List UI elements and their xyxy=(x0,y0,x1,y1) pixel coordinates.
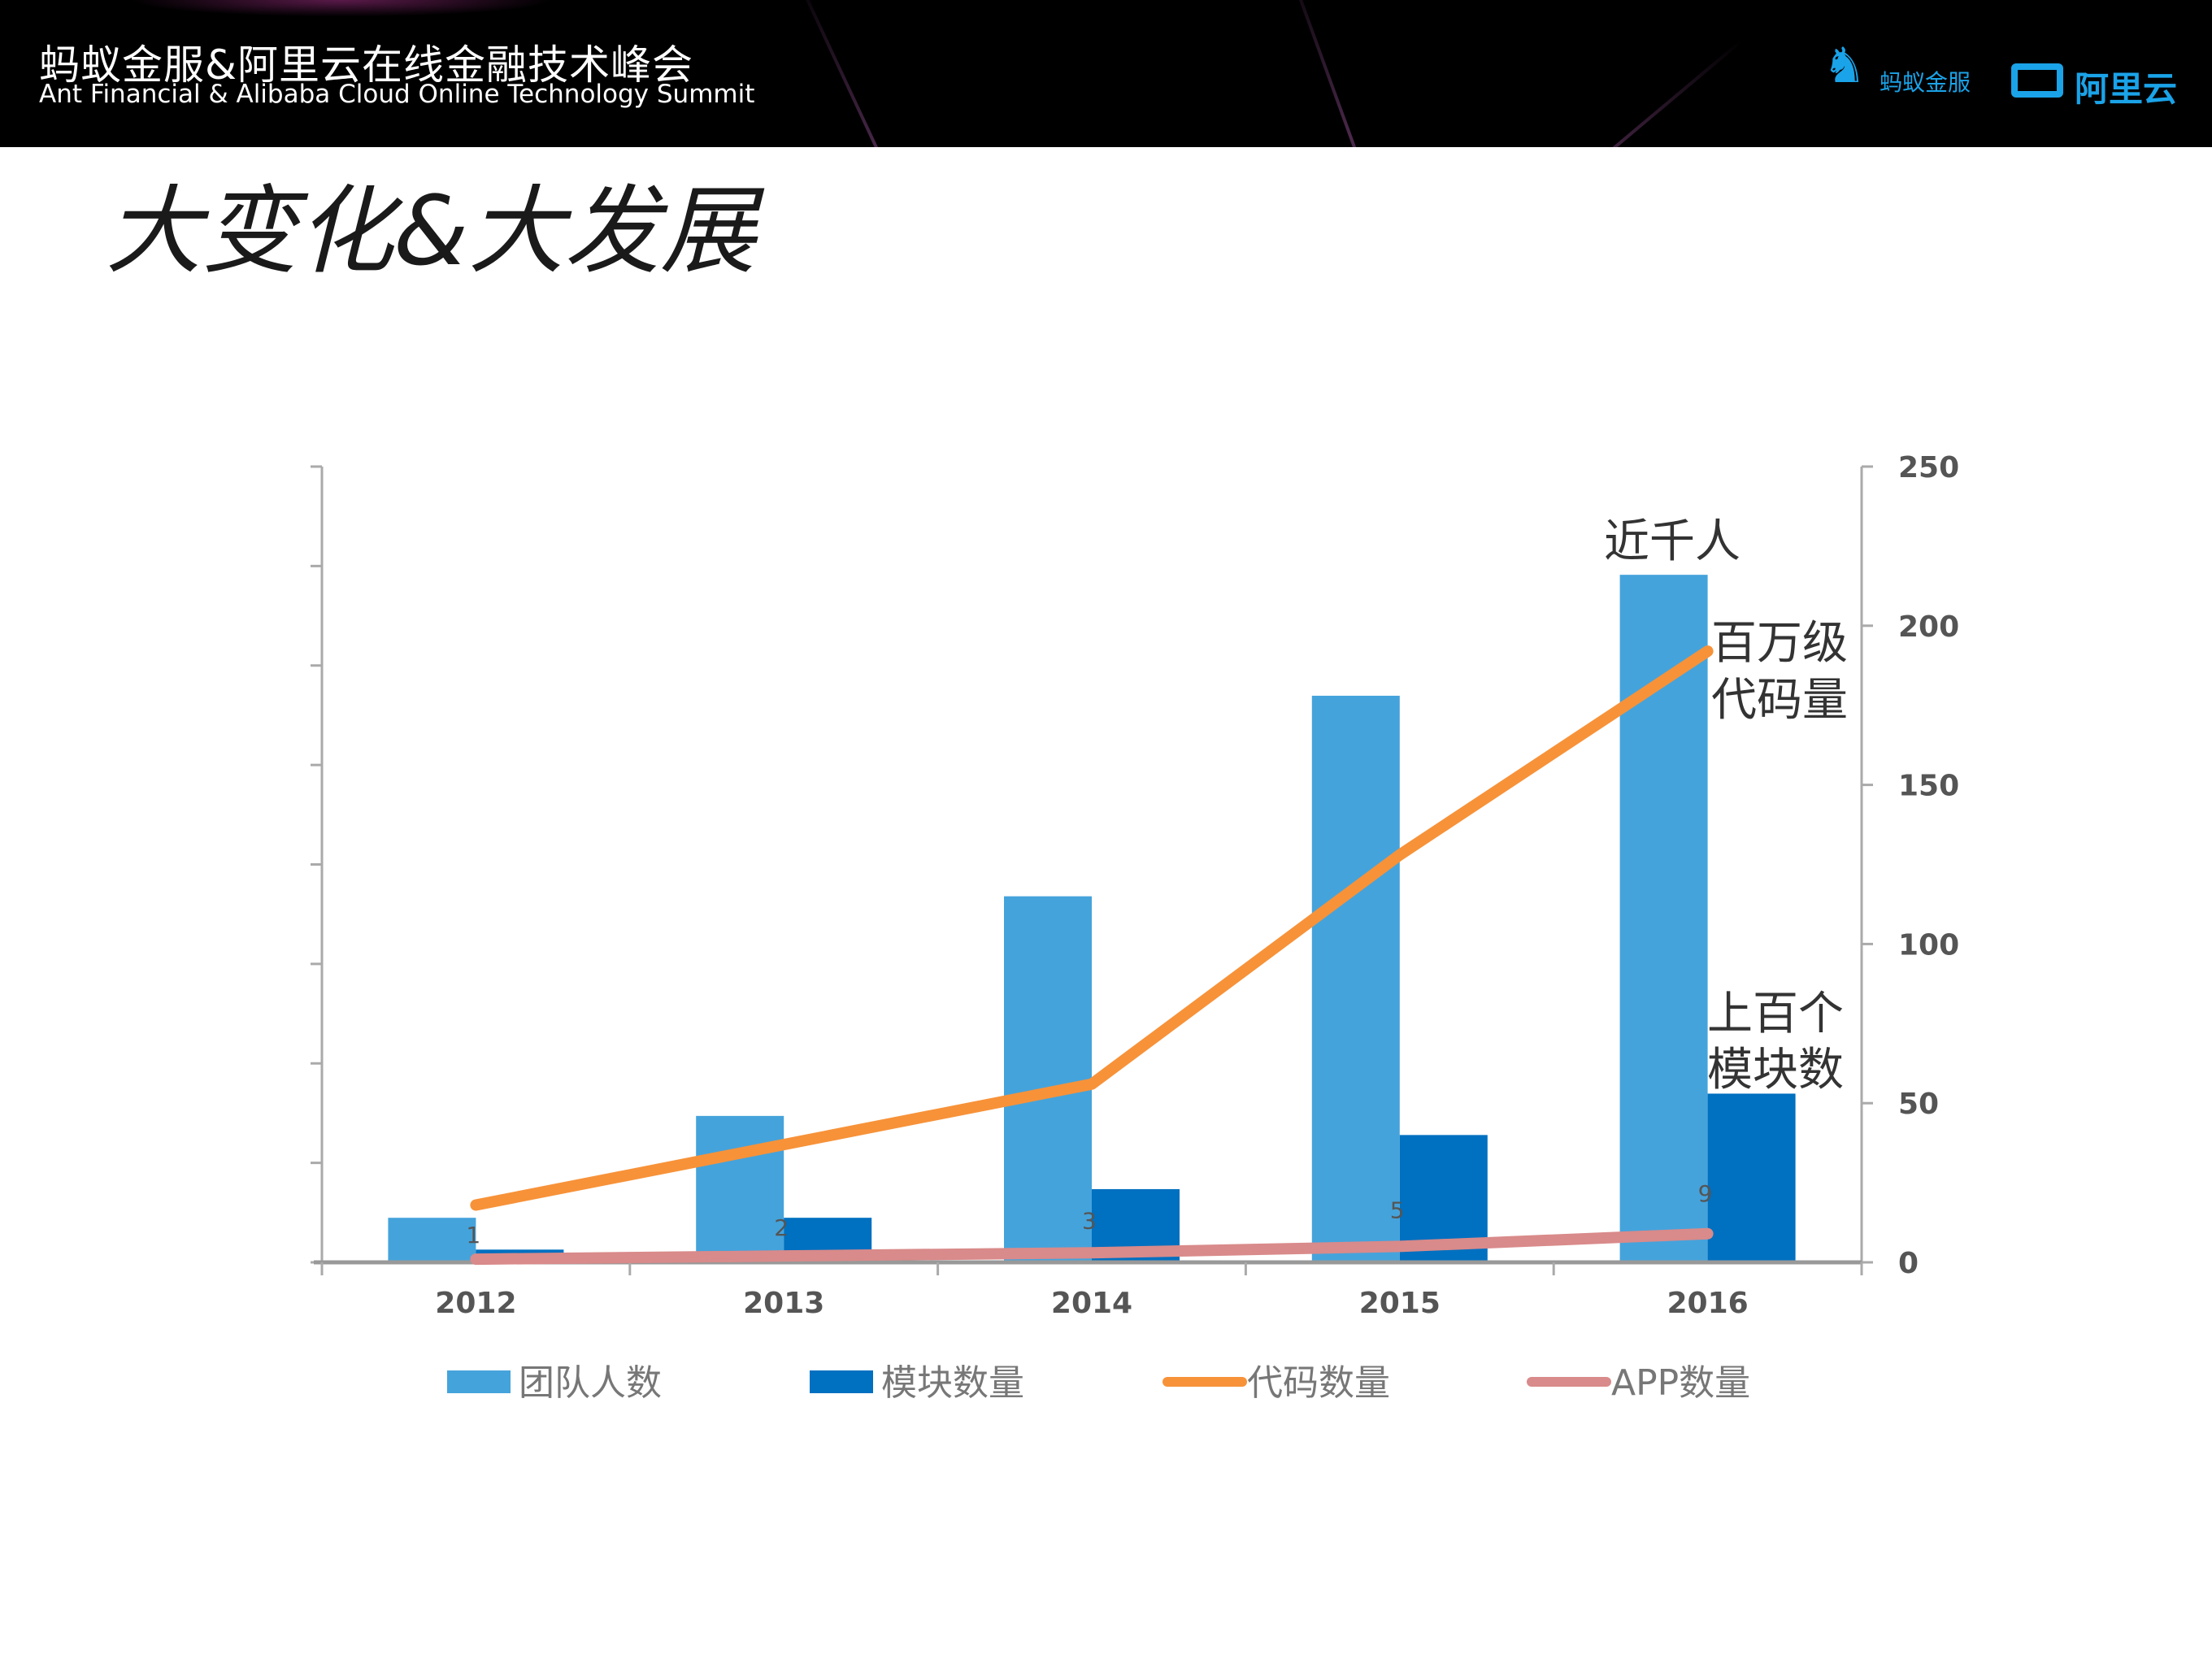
legend-swatch-0 xyxy=(447,1370,511,1393)
app-data-label: 9 xyxy=(1698,1180,1713,1207)
logo-ant-financial: 蚂蚁金服 xyxy=(1880,69,1971,96)
conference-title-cn: 蚂蚁金服&阿里云在线金融技术峰会 xyxy=(39,41,693,89)
point-code-2014 xyxy=(1091,1083,1093,1085)
point-app-2015 xyxy=(1398,1245,1401,1248)
x-axis-label-2014: 2014 xyxy=(1051,1287,1132,1320)
point-code-2013 xyxy=(783,1144,785,1146)
annotation-modules-2: 模块数 xyxy=(1707,1044,1844,1097)
annotation-code-2: 代码量 xyxy=(1711,674,1848,727)
bar-team-2012 xyxy=(388,1218,476,1262)
legend-swatch-1 xyxy=(810,1370,873,1393)
annotation-modules-1: 上百个 xyxy=(1707,988,1844,1040)
point-code-2015 xyxy=(1398,853,1401,856)
bar-team-2016 xyxy=(1619,575,1708,1262)
app-data-label: 5 xyxy=(1390,1196,1405,1223)
logo-aliyun: 阿里云 xyxy=(2075,69,2178,109)
x-axis-label-2012: 2012 xyxy=(435,1287,516,1320)
point-app-2013 xyxy=(783,1255,785,1257)
right-axis-tick-label: 150 xyxy=(1898,770,1959,803)
right-axis-tick-label: 250 xyxy=(1898,451,1959,484)
app-data-label: 1 xyxy=(466,1222,480,1249)
annotation-code-1: 百万级 xyxy=(1711,617,1848,670)
slide-title: 大变化&大发展 xyxy=(106,175,757,287)
point-app-2014 xyxy=(1091,1252,1093,1254)
app-data-label: 3 xyxy=(1082,1207,1097,1234)
legend-label-0: 团队人数 xyxy=(519,1362,662,1404)
legend-label-3: APP数量 xyxy=(1611,1362,1750,1404)
bar-team-2013 xyxy=(696,1115,784,1262)
app-data-label: 2 xyxy=(774,1214,789,1241)
right-axis-tick-label: 100 xyxy=(1898,928,1959,962)
right-axis-tick-label: 50 xyxy=(1898,1088,1939,1121)
x-axis-label-2013: 2013 xyxy=(743,1287,824,1320)
bar-modules-2016 xyxy=(1707,1093,1796,1262)
right-axis-tick-label: 0 xyxy=(1898,1247,1919,1280)
ant-icon: ♞ xyxy=(1823,37,1867,94)
logo-area: ♞ 蚂蚁金服 阿里云 xyxy=(1798,29,2187,125)
point-code-2012 xyxy=(475,1204,477,1206)
legend-label-2: 代码数量 xyxy=(1247,1362,1390,1404)
bar-team-2014 xyxy=(1004,896,1092,1262)
header-banner: 蚂蚁金服&阿里云在线金融技术峰会 Ant Financial & Alibaba… xyxy=(0,0,2212,147)
point-app-2016 xyxy=(1706,1232,1709,1235)
aliyun-icon xyxy=(2011,63,2063,98)
bar-team-2015 xyxy=(1311,695,1400,1262)
point-code-2016 xyxy=(1706,650,1709,653)
legend-label-1: 模块数量 xyxy=(881,1362,1024,1404)
point-app-2012 xyxy=(475,1258,477,1261)
annotation-team: 近千人 xyxy=(1604,515,1740,568)
x-axis-label-2015: 2015 xyxy=(1359,1287,1441,1320)
right-axis-tick-label: 200 xyxy=(1898,610,1959,644)
conference-title-en: Ant Financial & Alibaba Cloud Online Tec… xyxy=(39,80,755,109)
x-axis-label-2016: 2016 xyxy=(1667,1287,1748,1320)
